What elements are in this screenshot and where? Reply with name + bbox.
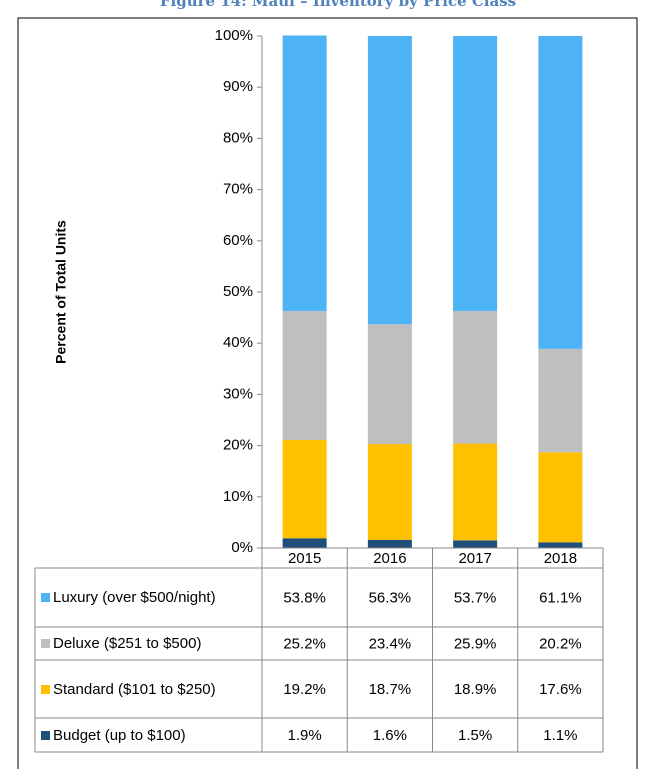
bar-segment: [282, 310, 327, 440]
legend-entry: Budget (up to $100): [37, 718, 259, 752]
legend-entry: Deluxe ($251 to $500): [37, 627, 259, 660]
data-label: 53.8%: [283, 589, 326, 606]
bar-segment: [367, 324, 412, 445]
data-label: 20.2%: [539, 635, 582, 652]
legend-cell: Luxury (over $500/night): [37, 568, 259, 627]
y-tick-label: 90%: [223, 78, 253, 95]
bar-segment: [282, 439, 327, 539]
y-tick-label: 0%: [231, 539, 253, 556]
data-label: 19.2%: [283, 681, 326, 698]
bar-segment: [538, 36, 583, 349]
legend-cell: Budget (up to $100): [37, 718, 259, 752]
y-tick-label: 20%: [223, 437, 253, 454]
legend-swatch: [41, 639, 50, 648]
data-label: 18.9%: [454, 681, 497, 698]
chart-title: Figure 14: Maui – Inventory by Price Cla…: [160, 0, 516, 10]
data-label: 1.9%: [288, 727, 322, 744]
legend-cell: Standard ($101 to $250): [37, 660, 259, 718]
y-tick-label: 40%: [223, 334, 253, 351]
x-tick-label: 2016: [373, 550, 406, 567]
y-tick-label: 70%: [223, 181, 253, 198]
bar-segment: [538, 348, 583, 453]
bar-segment: [453, 540, 498, 548]
x-tick-label: 2015: [288, 550, 321, 567]
chart-border: [17, 17, 638, 769]
y-tick-label: 10%: [223, 488, 253, 505]
data-label: 53.7%: [454, 589, 497, 606]
data-label: 17.6%: [539, 681, 582, 698]
bar-segment: [367, 36, 412, 325]
data-label: 1.1%: [543, 727, 577, 744]
legend-label: Luxury (over $500/night): [53, 589, 216, 606]
bar-segment: [538, 452, 583, 543]
y-tick-label: 80%: [223, 129, 253, 146]
y-tick-label: 50%: [223, 283, 253, 300]
y-tick-label: 100%: [215, 27, 253, 44]
y-tick-label: 30%: [223, 385, 253, 402]
legend-swatch: [41, 730, 50, 740]
data-label: 18.7%: [369, 681, 412, 698]
x-tick-label: 2018: [544, 550, 577, 567]
data-label: 23.4%: [369, 635, 412, 652]
legend-label: Standard ($101 to $250): [53, 680, 216, 698]
legend-cell: Deluxe ($251 to $500): [37, 627, 259, 660]
legend-label: Budget (up to $100): [53, 726, 186, 744]
x-tick-label: 2017: [458, 550, 491, 567]
data-label: 1.6%: [373, 727, 407, 744]
bar-segment: [538, 542, 583, 548]
data-label: 61.1%: [539, 589, 582, 606]
bar-segment: [453, 443, 498, 541]
bar-segment: [282, 538, 327, 548]
bar-segment: [453, 36, 498, 311]
legend-entry: Standard ($101 to $250): [37, 660, 259, 718]
data-label: 56.3%: [369, 589, 412, 606]
bar-segment: [367, 539, 412, 548]
y-tick-label: 60%: [223, 232, 253, 249]
legend-swatch: [41, 684, 50, 694]
y-axis-title: Percent of Total Units: [53, 220, 69, 364]
bar-segment: [282, 35, 327, 311]
legend-swatch: [41, 593, 50, 602]
legend-entry: Luxury (over $500/night): [37, 568, 259, 627]
data-label: 1.5%: [458, 727, 492, 744]
data-label: 25.9%: [454, 635, 497, 652]
bar-segment: [453, 310, 498, 444]
bar-segment: [367, 444, 412, 540]
legend-label: Deluxe ($251 to $500): [53, 635, 202, 652]
data-label: 25.2%: [283, 635, 326, 652]
